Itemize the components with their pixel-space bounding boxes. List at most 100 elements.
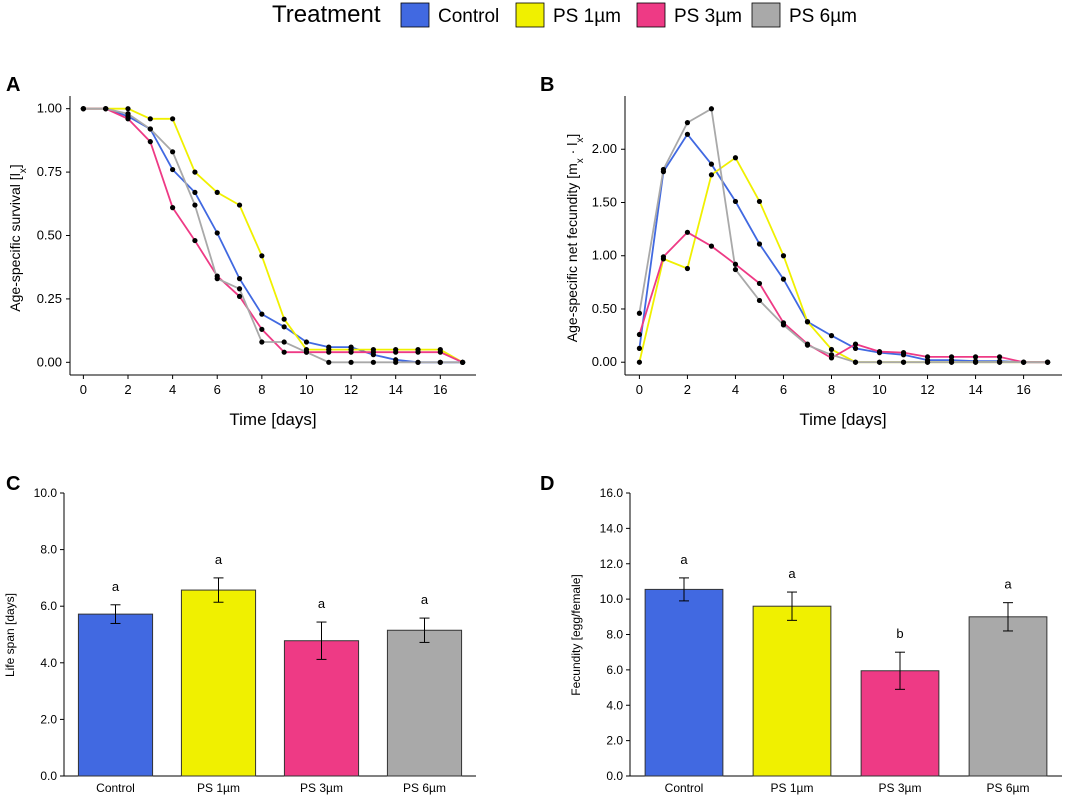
legend-swatch-ps3 (636, 2, 666, 28)
fecundity-line-y-tick-label: 1.00 (592, 248, 617, 263)
fecundity-bar-bar-control-significance-letter: a (680, 552, 688, 567)
survival-point-ps-3um (170, 205, 176, 211)
life-span-bar-ps-1um-significance-letter: a (215, 552, 223, 567)
life-span-bar-chart: Life span [days] 0.0 2.0 4.0 6.0 8.0 10.0 a Con… (3, 486, 476, 795)
fecundity-line-series-ps-6um (638, 107, 1048, 364)
survival-point-control (236, 276, 243, 282)
legend-swatch-ps1 (515, 2, 545, 28)
survival-y-tick-label: 1.00 (37, 101, 62, 116)
survival-series-ps-6um (83, 107, 463, 364)
fecundity-line-series-ps-3um (638, 231, 1048, 364)
survival-point-ps-6um (170, 149, 176, 155)
fecundity-line-chart: Time [days] Age-specific net fecundity [… (564, 96, 1062, 429)
survival-point-ps-6um (214, 276, 220, 282)
survival-point-ps-1um (170, 116, 176, 122)
survival-x-tick-label: 0 (80, 382, 87, 397)
fecundity-line-point-ps-6um (1044, 359, 1051, 365)
fecundity-bar-x-tick-label: PS 1µm (771, 781, 814, 795)
survival-point-ps-6um (80, 106, 86, 112)
fecundity-line-point-ps-1um (828, 346, 835, 353)
fecundity-line-point-ps-1um (780, 253, 787, 259)
life-span-y-tick-label: 2.0 (40, 712, 57, 726)
survival-point-control (259, 311, 265, 317)
survival-chart: Time [days] Age-specific survival [lx] 0… (7, 96, 476, 429)
fecundity-line-point-ps-6um (732, 266, 739, 273)
fecundity-line-point-control (828, 332, 835, 339)
survival-point-ps-6um (326, 359, 332, 365)
survival-y-tick-label: 0.50 (37, 228, 62, 243)
fecundity-line-x-tick-label: 10 (872, 382, 886, 397)
fecundity-line-point-ps-3um (660, 254, 667, 260)
survival-point-control (214, 230, 220, 236)
survival-point-ps-1um (147, 116, 153, 122)
life-span-bar-ps-3um (283, 640, 360, 777)
fecundity-bar-y-tick-label: 16.0 (600, 486, 624, 500)
survival-point-control (281, 324, 287, 330)
fecundity-line-point-ps-6um (876, 359, 883, 365)
life-span-y-tick-label: 10.0 (34, 486, 58, 500)
fecundity-line-x-tick-label: 6 (780, 382, 787, 397)
life-span-bar-control (77, 613, 154, 777)
fecundity-bar-bar-ps-1um (752, 605, 832, 777)
fecundity-line-point-control (684, 131, 691, 137)
fecundity-line-point-ps-3um (948, 354, 955, 360)
fecundity-line-point-ps-1um (636, 359, 643, 365)
fecundity-line-point-ps-6um (852, 359, 859, 365)
fecundity-line-point-control (708, 161, 715, 167)
survival-point-ps-3um (236, 293, 243, 299)
fecundity-line-point-ps-3um (924, 354, 931, 360)
fecundity-line-series-control (638, 132, 1048, 364)
panel-label-d: D (540, 473, 554, 495)
life-span-y-tick-label: 4.0 (40, 656, 57, 670)
legend-label-ps6: PS 6µm (789, 6, 857, 27)
survival-x-tick-label: 6 (214, 382, 221, 397)
fecundity-line-y-tick-label: 0.50 (592, 301, 617, 316)
panel-label-a: A (6, 74, 20, 96)
survival-series-ps-1um (83, 107, 464, 364)
survival-x-tick-label: 14 (388, 382, 402, 397)
fecundity-bar-bar-ps-6um-significance-letter: a (1004, 577, 1012, 592)
fecundity-bar-bar-control (644, 588, 724, 777)
survival-point-ps-1um (192, 169, 198, 175)
survival-y-tick-label: 0.00 (37, 354, 62, 369)
survival-point-ps-6um (192, 202, 198, 208)
survival-point-ps-6um (348, 359, 354, 365)
fecundity-line-point-ps-6um (924, 359, 931, 365)
fecundity-line-point-ps-3um (756, 280, 763, 287)
life-span-x-tick-label: Control (96, 781, 135, 795)
survival-point-ps-3um (348, 349, 354, 355)
survival-point-ps-3um (125, 116, 131, 122)
legend: Treatment Control PS 1µm PS 3µm PS 6µm (272, 1, 857, 28)
survival-point-ps-3um (437, 349, 443, 355)
survival-point-ps-3um (281, 349, 287, 355)
fecundity-bar-bar-ps-1um-significance-letter: a (788, 566, 796, 581)
survival-point-ps-3um (259, 326, 265, 332)
life-span-y-axis-label: Life span [days] (3, 593, 17, 677)
fecundity-line-point-ps-6um (972, 359, 979, 365)
fecundity-bar-y-axis-label: Fecundity [egg/female] (569, 574, 583, 695)
fecundity-line-x-tick-label: 4 (732, 382, 739, 397)
fecundity-bar-bar-ps-3um-significance-letter: b (896, 626, 903, 641)
fecundity-line-point-control (636, 345, 643, 351)
survival-point-ps-6um (236, 286, 243, 292)
fecundity-line-point-ps-6um (804, 342, 811, 348)
legend-label-ps1: PS 1µm (553, 6, 621, 27)
life-span-bar-ps-6um (386, 629, 463, 777)
life-span-bar-control-significance-letter: a (112, 579, 120, 594)
survival-point-ps-1um (125, 106, 131, 112)
survival-x-tick-label: 8 (258, 382, 265, 397)
survival-point-ps-6um (259, 339, 265, 345)
survival-y-axis-label: Age-specific survival [lx] (7, 164, 29, 311)
survival-series-ps-3um (83, 107, 463, 364)
fecundity-line-point-ps-6um (708, 106, 715, 112)
fecundity-line-point-ps-1um (804, 319, 811, 325)
survival-point-ps-1um (281, 316, 287, 322)
fecundity-bar-x-tick-label: PS 6µm (987, 781, 1030, 795)
survival-point-ps-3um (370, 349, 376, 355)
fecundity-line-y-axis-label: Age-specific net fecundity [mx · lx] (564, 134, 586, 342)
fecundity-bar-y-tick-label: 12.0 (600, 557, 624, 571)
legend-swatch-ps6 (751, 2, 781, 28)
survival-point-ps-3um (326, 349, 332, 355)
fecundity-line-point-control (780, 276, 787, 282)
